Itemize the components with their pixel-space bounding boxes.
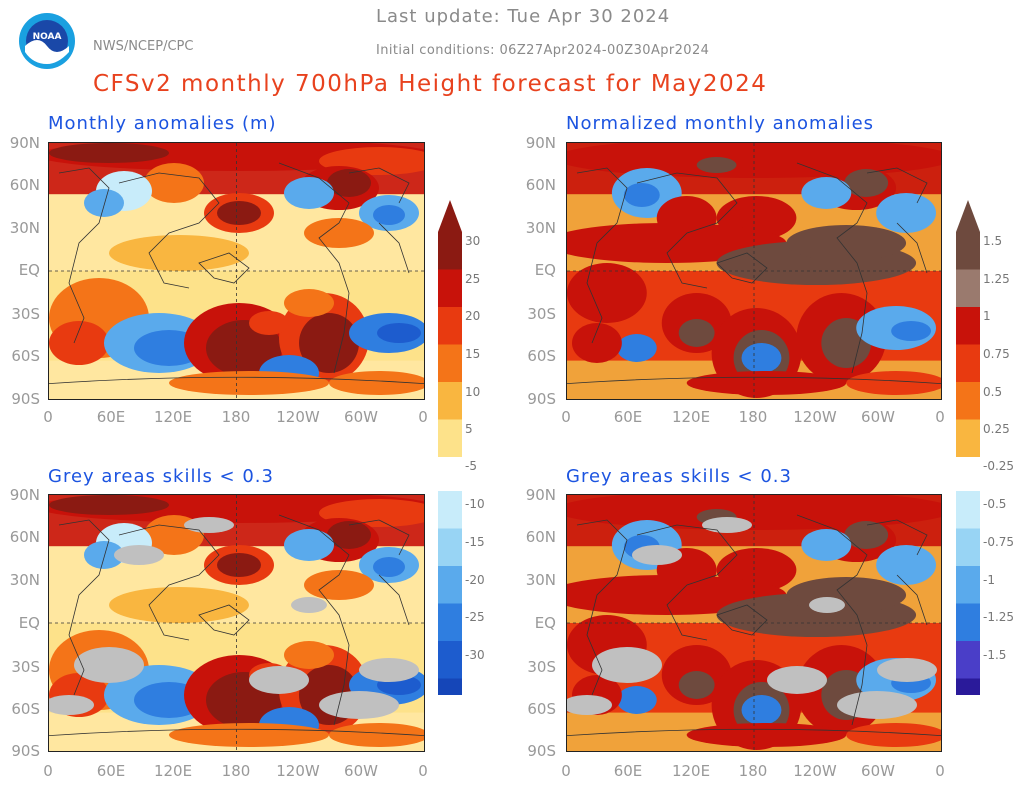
lon-label: 120E [671,762,711,780]
lat-label: 60S [527,700,556,718]
colorbar-normalized [956,200,980,748]
lon-label: 120W [793,762,837,780]
lat-label: 90S [527,742,556,760]
lon-label: 120E [153,408,193,426]
lon-label: 60W [344,408,378,426]
map-monthly-anomalies [48,142,425,400]
lat-label: 30S [11,658,40,676]
lon-label: 0 [935,408,945,426]
cb-label: -25 [465,610,485,624]
cb-label: 0.75 [983,347,1010,361]
lon-label: 0 [935,762,945,780]
lat-label: EQ [18,261,40,279]
lat-label: 30N [525,571,556,589]
org-label: NWS/NCEP/CPC [93,39,194,54]
lon-label: 120W [276,408,320,426]
lon-label: 60E [96,408,126,426]
lon-label: 120E [671,408,711,426]
cb-label: -0.75 [983,535,1015,549]
lat-label: 90S [11,390,40,408]
cb-label: -10 [465,497,485,511]
lat-label: EQ [534,261,556,279]
lat-label: 60N [9,176,40,194]
lon-label: 0 [43,408,53,426]
lat-label: 30S [527,305,556,323]
cb-label: -20 [465,573,485,587]
panel-title-anomalies: Monthly anomalies (m) [48,113,277,134]
lon-label: 180 [738,408,768,426]
lon-label: 60W [861,408,895,426]
lon-label: 60E [613,762,643,780]
lon-label: 60E [613,408,643,426]
lat-label: 30N [9,571,40,589]
lon-label: 60E [96,762,126,780]
cb-label: -15 [465,535,485,549]
lat-label: 30N [525,219,556,237]
lon-label: 180 [738,762,768,780]
cb-label: -30 [465,648,485,662]
lon-label: 60W [344,762,378,780]
lon-label: 0 [43,762,53,780]
cb-label: -1 [983,573,995,587]
colorbar-anomalies [438,200,462,748]
lon-label: 0 [561,762,571,780]
lon-label: 120W [276,762,320,780]
map-normalized-anomalies [566,142,942,400]
page-title: CFSv2 monthly 700hPa Height forecast for… [93,71,768,97]
panel-title-normalized: Normalized monthly anomalies [566,113,875,134]
lat-label: EQ [534,614,556,632]
cb-label: -1.5 [983,648,1007,662]
lat-label: 60S [11,347,40,365]
lat-label: 90N [525,486,556,504]
lat-label: 30N [9,219,40,237]
cb-label: 0.25 [983,422,1010,436]
cb-label: 0.5 [983,385,1003,399]
lon-label: 180 [221,762,251,780]
cb-label: 1.25 [983,272,1010,286]
lat-label: 60N [525,528,556,546]
last-update: Last update: Tue Apr 30 2024 [376,6,671,27]
lat-label: EQ [18,614,40,632]
lon-label: 0 [418,408,428,426]
lat-label: 90N [525,134,556,152]
panel-title-skill-left: Grey areas skills < 0.3 [48,466,274,487]
cb-label: 5 [465,422,473,436]
lat-label: 90N [9,134,40,152]
lat-label: 60N [9,528,40,546]
cb-label: 30 [465,234,481,248]
cb-label: -0.5 [983,497,1007,511]
cb-label: 15 [465,347,481,361]
lon-label: 60W [861,762,895,780]
lat-label: 60S [11,700,40,718]
initial-conditions: Initial conditions: 06Z27Apr2024-00Z30Ap… [376,43,710,58]
lat-label: 90N [9,486,40,504]
cb-label: 25 [465,272,481,286]
lat-label: 30S [11,305,40,323]
lon-label: 120W [793,408,837,426]
cb-label: 10 [465,385,481,399]
cb-label: -1.25 [983,610,1015,624]
lat-label: 60S [527,347,556,365]
cb-label: -5 [465,459,477,473]
lat-label: 60N [525,176,556,194]
lat-label: 30S [527,658,556,676]
lat-label: 90S [11,742,40,760]
lat-label: 90S [527,390,556,408]
lon-label: 0 [418,762,428,780]
cb-label: -0.25 [983,459,1015,473]
lon-label: 180 [221,408,251,426]
panel-title-skill-right: Grey areas skills < 0.3 [566,466,792,487]
lon-label: 0 [561,408,571,426]
map-anomalies-skill-masked [48,494,425,752]
map-normalized-skill-masked [566,494,942,752]
cb-label: 1.5 [983,234,1003,248]
noaa-logo: NOAA [18,12,76,70]
svg-text:NOAA: NOAA [33,32,62,42]
cb-label: 20 [465,309,481,323]
cb-label: 1 [983,309,991,323]
lon-label: 120E [153,762,193,780]
